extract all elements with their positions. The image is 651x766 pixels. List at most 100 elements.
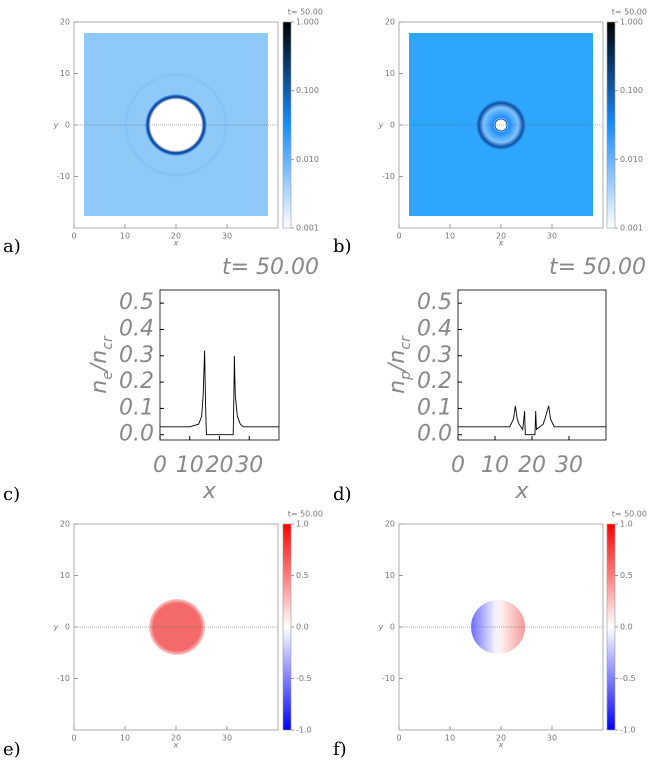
panel-label: f) [333, 739, 347, 760]
colorbar [606, 21, 616, 229]
x-tick-label: 20 [496, 232, 506, 241]
y-tick-label: 20 [60, 18, 70, 27]
panel-label: c) [3, 484, 20, 505]
y-tick-label: 10 [60, 571, 70, 580]
y-tick-label: 20 [385, 520, 395, 529]
colorbar-tick-label: 0.0 [296, 623, 309, 632]
colorbar [282, 523, 292, 731]
x-tick-label: 20 [206, 453, 234, 478]
y-axis-label-part: cr [100, 335, 116, 350]
colorbar [606, 523, 616, 731]
panel-label: b) [333, 236, 352, 257]
y-tick-label: -10 [382, 674, 395, 683]
colorbar-tick-label: 1.0 [296, 520, 309, 529]
x-tick-label: 10 [176, 453, 204, 478]
x-tick-label: 30 [547, 734, 557, 743]
y-tick-label: 10 [60, 69, 70, 78]
y-axis-label: np/ncr [385, 335, 414, 394]
colorbar-tick-label: 0.5 [296, 571, 309, 580]
x-tick-label: 10 [445, 734, 455, 743]
y-axis-label: ne/ncr [87, 335, 116, 394]
x-tick-label: 0 [396, 232, 401, 241]
time-label: t= 50.00 [222, 255, 319, 280]
x-tick-label: 30 [555, 453, 583, 478]
y-axis-label-part: e [100, 371, 116, 380]
y-axis-label-part: cr [398, 335, 414, 350]
colorbar-tick-label: 0.5 [620, 571, 633, 580]
y-tick-label: 10 [385, 571, 395, 580]
y-axis-label: y [53, 121, 59, 130]
x-tick-label: 10 [120, 734, 130, 743]
x-tick-label: 20 [171, 232, 181, 241]
y-tick-label: 0.4 [417, 316, 452, 341]
x-tick-label: 10 [120, 232, 130, 241]
y-tick-label: 0.3 [417, 343, 452, 368]
y-axis-label: y [378, 623, 384, 632]
colorbar [282, 21, 292, 229]
x-tick-label: 10 [445, 232, 455, 241]
colorbar-tick-label: 1.000 [296, 18, 319, 27]
x-tick-label: 0 [71, 232, 76, 241]
y-tick-label: 0 [390, 623, 395, 632]
x-tick-label: 0 [71, 734, 76, 743]
panel-label: d) [333, 484, 352, 505]
y-tick-label: -10 [57, 674, 70, 683]
time-label: t= 50.00 [612, 510, 647, 519]
colorbar-tick-label: 0.001 [620, 224, 643, 233]
colorbar-tick-label: 0.0 [620, 623, 633, 632]
x-tick-label: 0 [396, 734, 401, 743]
colorbar-tick-label: 1.000 [620, 18, 643, 27]
plot-frame [457, 289, 607, 441]
y-axis-label-part: / [87, 361, 112, 373]
time-label: t= 50.00 [288, 510, 323, 519]
colorbar-tick-label: -0.5 [620, 674, 636, 683]
y-tick-label: 0 [390, 121, 395, 130]
y-axis-label: y [378, 121, 384, 130]
x-tick-label: 20 [496, 734, 506, 743]
colorbar-tick-label: 1.0 [620, 520, 633, 529]
y-tick-label: -10 [382, 172, 395, 181]
data-line [458, 405, 606, 436]
x-axis-label: x [498, 239, 504, 248]
x-tick-label: 30 [222, 232, 232, 241]
panel-label: a) [3, 236, 21, 257]
data-line [160, 350, 279, 436]
colorbar-tick-label: 0.010 [620, 155, 643, 164]
time-label: t= 50.00 [288, 8, 323, 17]
x-axis-label: x [173, 741, 179, 750]
y-tick-label: 0.1 [119, 395, 154, 420]
y-tick-label: 20 [385, 18, 395, 27]
x-tick-label: 10 [481, 453, 509, 478]
y-axis-label-part: n [385, 350, 410, 364]
plot-frame [159, 289, 280, 441]
y-tick-label: 10 [385, 69, 395, 78]
y-axis-label-part: p [398, 371, 414, 381]
x-tick-label: 30 [235, 453, 263, 478]
colorbar-tick-label: 0.001 [296, 224, 319, 233]
y-tick-label: 0.5 [417, 290, 452, 315]
y-tick-label: 0.2 [119, 369, 154, 394]
x-tick-label: 20 [518, 453, 546, 478]
y-tick-label: 0 [65, 623, 70, 632]
x-axis-label: x [202, 479, 217, 504]
time-label: t= 50.00 [612, 8, 647, 17]
x-tick-label: 30 [547, 232, 557, 241]
x-tick-label: 30 [222, 734, 232, 743]
y-tick-label: 0.4 [119, 316, 154, 341]
y-axis-label: y [53, 623, 59, 632]
colorbar-tick-label: -1.0 [620, 726, 636, 735]
x-tick-label: 0 [153, 453, 167, 478]
x-axis-label: x [498, 741, 504, 750]
y-axis-label-part: n [385, 380, 410, 394]
y-tick-label: 0.0 [417, 422, 452, 447]
y-axis-label-part: n [87, 350, 112, 364]
colorbar-tick-label: 0.100 [620, 86, 643, 95]
x-axis-label: x [173, 239, 179, 248]
time-label: t= 50.00 [549, 255, 646, 280]
panel-label: e) [3, 739, 21, 760]
colorbar-tick-label: 0.100 [296, 86, 319, 95]
y-axis-label-part: / [385, 361, 410, 373]
y-axis-label-part: n [87, 380, 112, 394]
y-tick-label: 0.0 [119, 422, 154, 447]
x-tick-label: 0 [451, 453, 465, 478]
